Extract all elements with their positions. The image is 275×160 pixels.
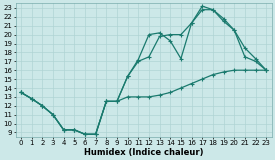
X-axis label: Humidex (Indice chaleur): Humidex (Indice chaleur) [84,148,203,156]
